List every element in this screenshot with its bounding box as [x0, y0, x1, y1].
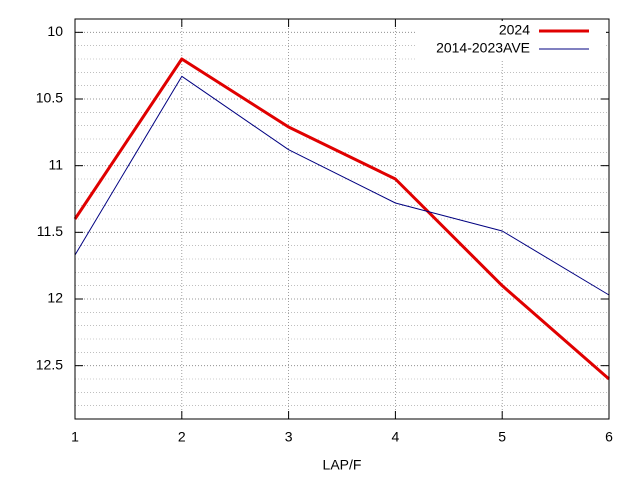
x-tick-label: 5 [498, 429, 506, 445]
legend-box [416, 21, 606, 61]
plot-border [74, 18, 610, 420]
x-axis-label: LAP/F [323, 457, 362, 473]
x-tick-label: 4 [392, 429, 400, 445]
y-tick-label: 10 [47, 23, 63, 39]
x-tick-label: 1 [71, 429, 79, 445]
x-tick-label: 3 [285, 429, 293, 445]
y-tick-label: 10.5 [36, 90, 63, 106]
legend-label: 2024 [499, 22, 530, 38]
line-series [73, 57, 610, 381]
y-tick-label: 11.5 [37, 223, 63, 239]
legend-label: 2014-2023AVE [436, 40, 530, 56]
line-series [74, 75, 610, 296]
y-tick-label: 12.5 [36, 356, 63, 372]
y-tick-label: 12 [47, 290, 63, 306]
x-tick-label: 2 [178, 429, 186, 445]
x-tick-label: 6 [605, 429, 613, 445]
y-tick-label: 11 [48, 156, 63, 172]
